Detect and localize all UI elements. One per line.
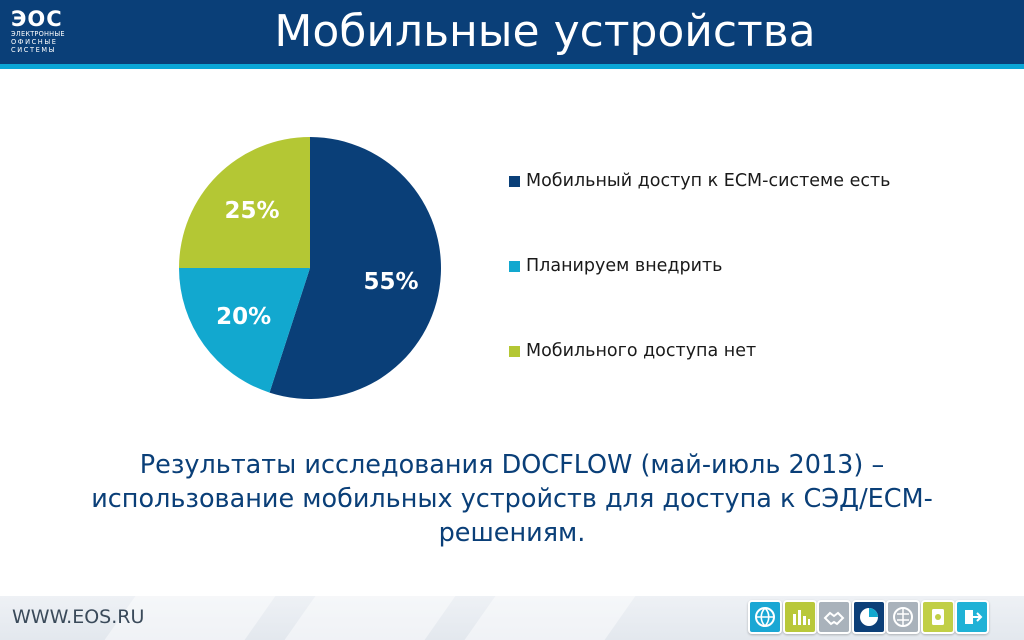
caption-line: Результаты исследования DOCFLOW (май-июл… (139, 450, 885, 480)
logo-line: СИСТЕМЫ (11, 46, 57, 54)
pie-slice (179, 268, 310, 393)
pie-chart-icon[interactable] (851, 600, 886, 634)
globe-icon[interactable] (748, 600, 782, 634)
header-bar: ЭОС ЭЛЕКТРОННЫЕ ОФИСНЫЕ СИСТЕМЫ Мобильны… (0, 0, 1024, 69)
legend-label: Планируем внедрить (526, 256, 723, 276)
company-logo[interactable]: ЭОС ЭЛЕКТРОННЫЕ ОФИСНЫЕ СИСТЕМЫ (11, 8, 91, 60)
legend-swatch (509, 176, 520, 187)
website-link[interactable]: WWW.EOS.RU (12, 606, 145, 628)
bar-chart-icon[interactable] (782, 600, 817, 634)
logo-line: ОФИСНЫЕ (11, 38, 58, 46)
legend-item: Мобильный доступ к ECM-системе есть (508, 168, 928, 191)
pie-slice (269, 137, 441, 399)
footer-decor (284, 596, 456, 640)
caption-line: решениям. (438, 518, 586, 548)
sign-in-icon[interactable] (955, 600, 989, 634)
logo-line: ЭЛЕКТРОННЫЕ (11, 30, 65, 38)
legend-swatch (509, 346, 520, 357)
legend-label: Мобильный доступ к ECM-системе есть (526, 171, 891, 191)
legend-swatch (509, 261, 520, 272)
handshake-icon[interactable] (817, 600, 851, 634)
slide-title: Мобильные устройства (274, 6, 816, 57)
caption-line: использование мобильных устройств для до… (91, 484, 933, 514)
pie-slice (179, 137, 310, 268)
slice-data-label: 25% (224, 198, 279, 224)
slice-data-label: 20% (216, 304, 271, 330)
logo-mark: ЭОС (11, 7, 63, 31)
legend-item: Мобильного доступа нет (508, 338, 928, 361)
footer-decor (464, 596, 636, 640)
network-icon[interactable] (886, 600, 920, 634)
chart-legend: Мобильный доступ к ECM-системе есть План… (508, 168, 928, 423)
chart-caption: Результаты исследования DOCFLOW (май-июл… (60, 448, 964, 550)
legend-item: Планируем внедрить (508, 253, 928, 276)
document-icon[interactable] (920, 600, 955, 634)
legend-label: Мобильного доступа нет (526, 341, 757, 361)
slice-data-label: 55% (363, 269, 418, 295)
